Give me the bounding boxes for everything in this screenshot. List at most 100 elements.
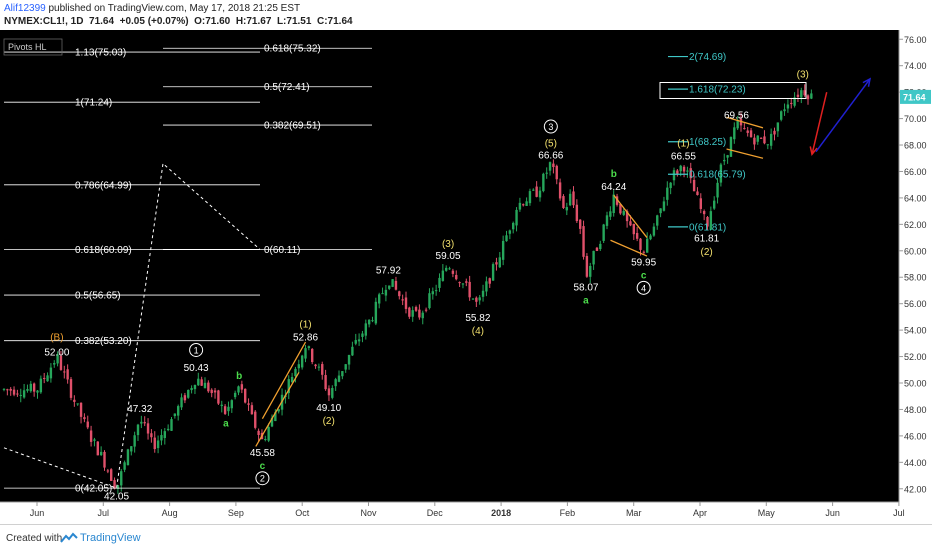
candle-body xyxy=(471,298,475,300)
candle-body xyxy=(585,256,589,277)
candle-body xyxy=(468,281,471,298)
flag-upper xyxy=(726,116,764,129)
wave-label: (B) xyxy=(50,333,63,344)
candle-body xyxy=(270,417,274,427)
x-tick-label: Jun xyxy=(30,508,45,518)
candle-body xyxy=(609,211,612,217)
candle-body xyxy=(475,297,478,302)
wave-label: 52.86 xyxy=(293,333,318,344)
y-tick-label: 44.00 xyxy=(904,458,927,468)
candle-body xyxy=(69,379,73,398)
candle-body xyxy=(612,194,615,214)
candle-body xyxy=(126,449,130,466)
candle-body xyxy=(354,340,357,344)
y-tick-label: 60.00 xyxy=(904,246,927,256)
candle-body xyxy=(568,193,572,206)
candle-body xyxy=(321,364,324,375)
candle-body xyxy=(277,409,280,412)
price-chart[interactable]: 1.13(75.03) 1(71.24) 0.786(64.99) 0.618(60.… xyxy=(0,30,932,524)
candle-body xyxy=(408,307,411,317)
candle-body xyxy=(153,437,156,450)
wave-label: 42.05 xyxy=(104,491,129,502)
fib-left-label: 0(42.05) xyxy=(75,484,112,495)
candle-body xyxy=(783,109,786,112)
candle-body xyxy=(629,221,632,226)
x-tick-label: Jul xyxy=(893,508,905,518)
candle-body xyxy=(599,243,602,250)
candle-body xyxy=(177,406,180,416)
wave-label: 47.32 xyxy=(127,404,152,415)
triangle-upper xyxy=(613,194,648,238)
candle-body xyxy=(515,209,518,226)
candle-body xyxy=(2,388,6,390)
candle-body xyxy=(706,216,709,227)
wave-label: 52.00 xyxy=(44,347,69,358)
candle-body xyxy=(743,128,746,130)
candle-body xyxy=(769,133,773,146)
candle-body xyxy=(180,397,183,408)
candle-body xyxy=(12,389,16,395)
tradingview-brand[interactable]: TradingView xyxy=(80,532,141,544)
candle-body xyxy=(642,251,646,253)
candle-body xyxy=(796,94,800,97)
x-tick-label: Dec xyxy=(427,508,444,518)
abc-dashed-path xyxy=(3,162,261,489)
candle-body xyxy=(247,403,250,405)
candle-body xyxy=(83,417,86,420)
candle-body xyxy=(200,379,203,386)
wave-label: 61.81 xyxy=(694,234,719,245)
y-tick-label: 52.00 xyxy=(904,352,927,362)
x-tick-label: Sep xyxy=(228,508,244,518)
candle-body xyxy=(36,390,39,393)
candle-body xyxy=(723,159,726,162)
fib-left-label: 0.786(64.99) xyxy=(75,180,132,191)
candle-body xyxy=(528,191,532,204)
candle-body xyxy=(421,312,424,319)
channel-upper xyxy=(261,341,307,420)
author-link[interactable]: Alif12399 xyxy=(4,3,46,14)
wave-circle-number: 3 xyxy=(548,122,553,132)
channel-lower xyxy=(255,372,300,447)
symbol-name: NYMEX:CL1!, 1D xyxy=(4,16,84,27)
candle-body xyxy=(756,135,759,142)
x-tick-label: Jun xyxy=(825,508,840,518)
red-arrow-shaft xyxy=(811,91,828,155)
candle-body xyxy=(267,427,270,441)
candle-body xyxy=(525,201,528,206)
wave-circle-number: 4 xyxy=(641,283,646,293)
wave-label: 66.66 xyxy=(538,150,563,161)
wave-label: (3) xyxy=(442,239,454,250)
fib-left-label: 0.5(56.65) xyxy=(75,291,121,302)
candle-body xyxy=(19,394,22,396)
candle-body xyxy=(16,393,19,395)
candle-body xyxy=(434,290,438,292)
candle-body xyxy=(341,371,344,377)
candle-body xyxy=(39,378,43,393)
candle-body xyxy=(662,201,666,211)
candle-body xyxy=(759,137,763,139)
last-price-label: 71.64 xyxy=(903,92,926,102)
y-tick-label: 58.00 xyxy=(904,273,927,283)
candle-body xyxy=(753,137,756,145)
x-tick-label: Nov xyxy=(360,508,377,518)
candle-body xyxy=(207,382,210,392)
candle-body xyxy=(274,412,277,422)
candle-body xyxy=(786,104,790,109)
target-box xyxy=(659,81,807,99)
candle-body xyxy=(602,224,605,241)
candle-body xyxy=(287,379,290,394)
chart-header: Alif12399 published on TradingView.com, … xyxy=(0,0,932,30)
candle-body xyxy=(113,480,116,489)
candle-body xyxy=(166,428,170,431)
y-tick-label: 62.00 xyxy=(904,220,927,230)
y-tick-label: 74.00 xyxy=(904,61,927,71)
candle-body xyxy=(589,266,592,277)
candle-body xyxy=(143,422,146,424)
fib-right-label: 0.618(75.32) xyxy=(264,44,321,55)
candle-body xyxy=(193,384,197,390)
candle-body xyxy=(220,404,223,407)
blue-arrow-shaft xyxy=(815,78,871,153)
candle-body xyxy=(89,430,93,442)
candle-body xyxy=(297,364,300,369)
candle-body xyxy=(324,375,327,390)
